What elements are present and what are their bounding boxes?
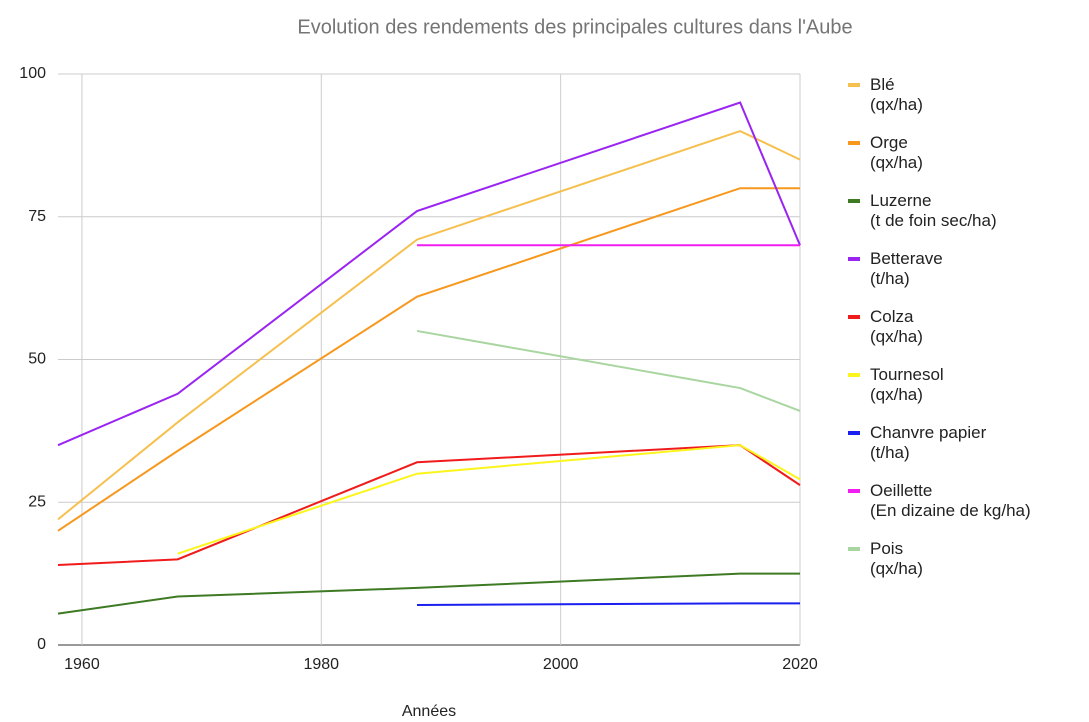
legend-swatch [848,489,860,493]
legend-swatch [848,547,860,551]
legend-swatch [848,199,860,203]
legend-swatch [848,83,860,87]
y-tick-label: 100 [19,65,46,82]
legend-swatch [848,257,860,261]
x-tick-label: 1980 [303,656,339,673]
series-line [177,444,801,555]
series-line [57,572,800,615]
series-line [57,187,800,532]
y-tick-label: 25 [28,493,46,510]
chart-title: Evolution des rendements des principales… [297,16,852,38]
legend-label: Orge (qx/ha) [870,133,923,172]
legend-label: Colza (qx/ha) [870,307,923,346]
series-line [417,602,800,607]
legend-swatch [848,373,860,377]
legend-swatch [848,315,860,319]
x-tick-label: 1960 [64,656,100,673]
legend-label: Chanvre papier (t/ha) [870,423,987,462]
x-tick-label: 2000 [543,656,579,673]
legend-label: Luzerne (t de foin sec/ha) [870,191,997,230]
series-line [57,101,801,447]
y-tick-label: 75 [28,208,46,225]
legend-label: Tournesol (qx/ha) [870,365,944,404]
series-line [57,444,801,567]
legend-swatch [848,141,860,145]
legend-label: Betterave (t/ha) [870,249,943,288]
legend-label: Oeillette (En dizaine de kg/ha) [870,481,1031,520]
y-tick-label: 0 [37,636,46,653]
legend-swatch [848,431,860,435]
series-line [416,329,801,412]
y-tick-label: 50 [28,351,46,368]
legend-label: Blé (qx/ha) [870,75,923,114]
x-tick-label: 2020 [782,656,818,673]
legend-label: Pois (qx/ha) [870,539,923,578]
series-line [57,130,801,521]
x-axis-label: Années [402,703,456,720]
